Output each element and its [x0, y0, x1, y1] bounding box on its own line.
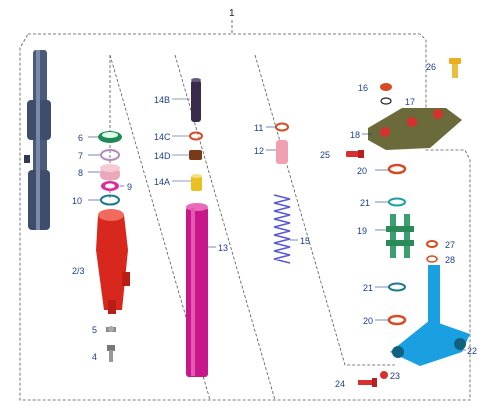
- callout-28: 28: [445, 255, 456, 265]
- ring-11: [275, 122, 289, 132]
- callout-13: 13: [218, 243, 229, 253]
- callout-4: 4: [92, 352, 98, 362]
- callout-5: 5: [92, 325, 98, 335]
- nut-14D: [189, 150, 202, 160]
- callout-20-upper: 20: [357, 166, 368, 176]
- ring-7: [100, 149, 120, 161]
- callout-9: 9: [127, 182, 133, 192]
- washer-20-lower: [387, 314, 407, 326]
- callout-16: 16: [358, 83, 369, 93]
- seal-6: [98, 131, 122, 143]
- callout-26: 26: [426, 62, 437, 72]
- spring-15: [273, 194, 291, 264]
- bolt-5: [106, 326, 116, 332]
- callout-25: 25: [320, 150, 331, 160]
- bolt-26: [449, 58, 461, 78]
- callout-14B: 14B: [154, 95, 171, 105]
- fork-slider: [96, 209, 130, 314]
- inner-tube-13: [186, 203, 208, 377]
- bolt-25: [346, 150, 364, 158]
- callout-23: 23: [390, 371, 401, 381]
- callout-20-lower: 20: [363, 316, 374, 326]
- collar-14A: [191, 174, 202, 191]
- callout-11: 11: [254, 123, 264, 133]
- callout-6: 6: [78, 133, 84, 143]
- callout-19: 19: [357, 226, 368, 236]
- callout-21-lower: 21: [363, 283, 374, 293]
- bolt-23: [380, 371, 388, 379]
- callout-10: 10: [72, 196, 83, 206]
- bushing-8: [100, 164, 120, 180]
- washer-27: [426, 240, 438, 248]
- callout-14A: 14A: [154, 177, 171, 187]
- bolt-4: [107, 345, 115, 362]
- ring-21-lower: [388, 282, 406, 292]
- bolt-24: [358, 378, 377, 387]
- washer-20-upper: [387, 163, 407, 175]
- callout-24: 24: [335, 379, 346, 389]
- ring-21-upper: [388, 197, 406, 207]
- leader-lines: [88, 98, 466, 351]
- steering-stem-22: [390, 265, 470, 366]
- ring-9: [101, 181, 119, 191]
- callout-8: 8: [78, 168, 84, 178]
- callout-22: 22: [467, 346, 478, 356]
- bearing-cage-19: [386, 214, 414, 258]
- callout-7: 7: [78, 151, 84, 161]
- callout-18: 18: [350, 130, 361, 140]
- cap-16: [380, 83, 392, 91]
- callout-2-3: 2/3: [72, 266, 85, 276]
- ring-28: [426, 255, 438, 263]
- damper-rod-14B: [191, 78, 201, 122]
- callout-14D: 14D: [154, 151, 171, 161]
- outer-fork-tube: [24, 50, 51, 230]
- callout-12: 12: [254, 146, 265, 156]
- assembly-number-label: 1: [229, 8, 235, 19]
- spacer-12: [276, 140, 288, 164]
- ring-17: [380, 97, 392, 105]
- callout-17: 17: [405, 97, 416, 107]
- callout-14C: 14C: [154, 132, 171, 142]
- callout-15: 15: [300, 236, 311, 246]
- callout-27: 27: [445, 240, 456, 250]
- top-bridge-18: [368, 108, 462, 150]
- washer-14C: [189, 131, 203, 141]
- callout-21-upper: 21: [360, 198, 371, 208]
